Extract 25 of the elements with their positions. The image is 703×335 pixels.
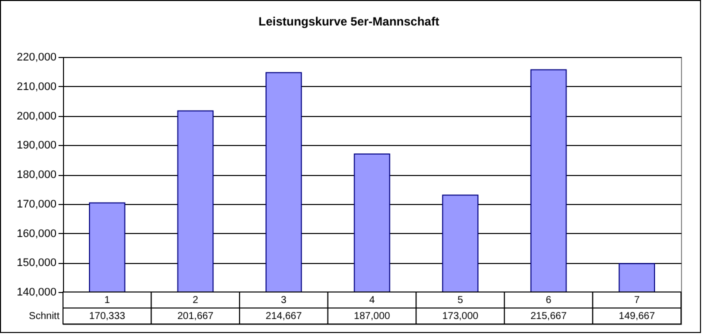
x-tick-label: 3 [280, 295, 287, 306]
data-label: 187,000 [354, 311, 391, 322]
x-tick-label: 7 [634, 295, 640, 306]
y-tick-label: 200,000 [16, 110, 56, 122]
y-tick-label: 160,000 [16, 228, 56, 240]
data-label: 214,667 [266, 311, 302, 322]
x-tick-label: 2 [192, 295, 199, 306]
y-tick-label: 210,000 [16, 80, 56, 93]
data-label: 149,667 [618, 311, 656, 322]
data-label: 173,000 [442, 311, 479, 322]
chart-title: Leistungskurve 5er-Mannschaft [258, 14, 440, 28]
text: Schnitt [28, 311, 60, 322]
x-tick-label: 4 [369, 295, 376, 306]
data-label: 201,667 [177, 311, 214, 322]
y-tick-label: 190,000 [16, 140, 56, 152]
data-label: 170,333 [89, 311, 126, 322]
y-tick-label: 150,000 [16, 257, 56, 270]
x-tick-label: 5 [458, 295, 464, 306]
y-tick-label: 180,000 [16, 169, 56, 181]
y-tick-label: 170,000 [16, 198, 56, 210]
x-tick-label: 1 [104, 295, 110, 306]
x-tick-label: 6 [546, 295, 552, 306]
y-tick-label: 220,000 [16, 52, 56, 64]
y-tick-label: 140,000 [16, 286, 56, 298]
data-label: 215,667 [530, 311, 568, 322]
